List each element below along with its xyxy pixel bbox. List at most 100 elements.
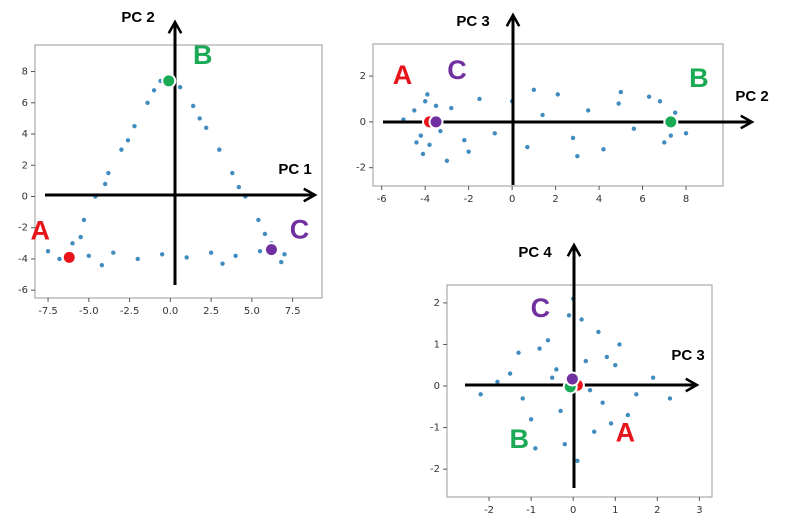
sample-point [586, 108, 591, 113]
sample-point [418, 133, 424, 138]
sample-point [545, 338, 551, 343]
sample-point [592, 429, 597, 434]
axis-label: PC 4 [518, 244, 552, 261]
x-tick-label: -6 [377, 194, 387, 205]
sample-point [533, 446, 538, 451]
axis-label: PC 3 [456, 13, 489, 30]
sample-point [427, 142, 432, 147]
sample-point [575, 154, 580, 159]
x-tick-label: 4 [596, 194, 602, 205]
point-label: B [689, 63, 709, 93]
point-label: C [290, 215, 310, 245]
sample-point [575, 458, 580, 464]
sample-point [78, 234, 83, 240]
x-tick-label: 0.0 [162, 306, 178, 317]
sample-point [45, 248, 51, 254]
sample-point [220, 261, 225, 266]
sample-point [650, 375, 656, 380]
y-tick-label: 1 [434, 339, 440, 350]
sample-point [425, 92, 430, 97]
axis-label: PC 3 [671, 347, 704, 364]
sample-point [256, 217, 261, 223]
sample-point [233, 253, 238, 259]
sample-point [86, 253, 92, 259]
sample-point [608, 421, 614, 426]
sample-point [616, 101, 621, 106]
sample-point [262, 231, 268, 237]
sample-point [81, 217, 87, 223]
x-tick-label: 5.0 [244, 306, 260, 317]
y-tick-label: -6 [18, 285, 28, 296]
sample-point [668, 133, 674, 138]
sample-point [217, 147, 222, 152]
sample-point [667, 396, 673, 401]
sample-point [600, 400, 605, 405]
x-tick-label: 3 [696, 505, 702, 516]
sample-point [177, 84, 183, 90]
y-tick-label: 4 [22, 129, 28, 140]
sample-point [208, 250, 214, 255]
y-tick-label: 2 [360, 71, 366, 82]
sample-point [257, 248, 263, 254]
x-tick-label: -2 [484, 505, 494, 516]
x-tick-label: 0 [509, 194, 515, 205]
x-tick-label: -4 [420, 194, 430, 205]
sample-point [528, 417, 534, 422]
sample-point [70, 241, 75, 246]
sample-point [477, 96, 482, 102]
sample-point [555, 92, 560, 97]
sample-point [657, 99, 663, 104]
sample-point [197, 116, 202, 121]
y-tick-label: -4 [18, 254, 28, 265]
sample-point [540, 112, 545, 118]
x-tick-label: 2 [654, 505, 660, 516]
sample-point [145, 100, 150, 105]
sample-point [495, 379, 500, 385]
sample-point [662, 140, 667, 145]
sample-point [618, 89, 624, 95]
sample-point [537, 346, 542, 351]
sample-point [625, 412, 631, 418]
sample-point [159, 252, 165, 257]
x-tick-label: 2.5 [203, 306, 219, 317]
sample-point [478, 392, 483, 397]
sample-point [604, 354, 610, 360]
plot-frame [372, 43, 724, 187]
sample-point [414, 140, 419, 145]
y-tick-label: 2 [22, 160, 28, 171]
sample-point [683, 131, 689, 136]
plot-frame [446, 284, 713, 498]
sample-point [111, 250, 116, 255]
sample-point [549, 375, 555, 380]
point-label: A [30, 216, 50, 246]
x-tick-label: 1 [612, 505, 618, 516]
sample-point [613, 363, 618, 368]
y-tick-label: -2 [18, 223, 28, 234]
sample-point [420, 151, 426, 157]
sample-point [596, 329, 601, 335]
axis-label: PC 2 [121, 9, 154, 26]
sample-point [438, 128, 443, 134]
sample-point [279, 259, 284, 265]
sample-point [646, 94, 652, 99]
x-tick-label: -1 [526, 505, 536, 516]
x-tick-label: -5.0 [79, 306, 99, 317]
sample-point [99, 263, 105, 268]
point-label: C [531, 293, 551, 323]
sample-point [449, 105, 454, 111]
sample-point [579, 317, 584, 322]
sample-point [132, 124, 137, 129]
x-tick-label: -2 [464, 194, 474, 205]
x-tick-label: 7.5 [285, 306, 301, 317]
sample-point [422, 99, 428, 104]
sample-point [516, 350, 521, 355]
sample-point [204, 125, 209, 130]
y-tick-label: 2 [434, 298, 440, 309]
x-tick-label: 6 [639, 194, 645, 205]
sample-point [184, 255, 189, 260]
x-tick-label: -2.5 [120, 306, 140, 317]
sample-point [583, 358, 589, 364]
point-label: A [393, 60, 413, 90]
y-tick-label: -2 [356, 163, 366, 174]
sample-point [634, 392, 639, 397]
